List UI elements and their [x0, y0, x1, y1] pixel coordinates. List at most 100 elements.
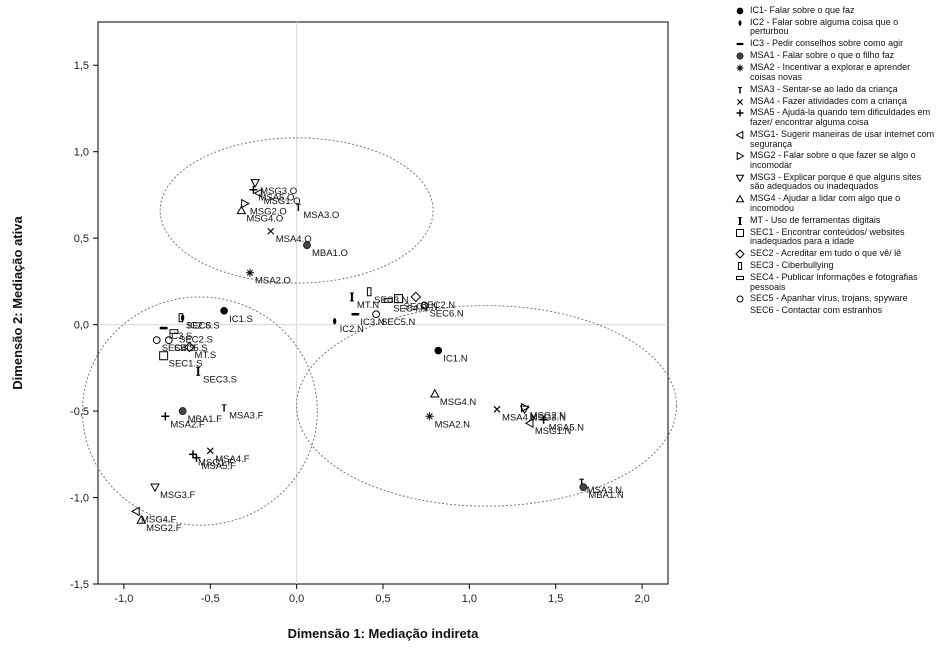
- x-tick-label: -0,5: [201, 593, 220, 605]
- legend-item: MSG3 - Explicar porque é que alguns site…: [735, 172, 935, 192]
- legend-item-label: MSA2 - Incentivar a explorar e aprender …: [750, 62, 911, 82]
- cluster-ellipse-3: [296, 305, 678, 507]
- point-label: MBA1.F: [188, 414, 223, 425]
- data-point: IC2.N: [332, 317, 364, 335]
- data-point: IC1.N: [434, 346, 468, 365]
- point-label: MT.N: [357, 300, 379, 311]
- reference-lines: [98, 22, 668, 584]
- data-point: MBA1.N: [579, 483, 624, 501]
- y-tick-label: -1,5: [70, 579, 89, 591]
- point-label: MSA2.F: [170, 419, 205, 430]
- data-point: MT.N: [349, 292, 379, 311]
- point-label: MSA2.N: [435, 419, 471, 430]
- point-label: MSA4.F: [215, 454, 250, 465]
- data-point: MBA1.F: [178, 407, 223, 425]
- legend-marker-icon: [738, 216, 742, 225]
- data-point: MSA4.O: [267, 227, 312, 245]
- data-point: SEC4.S: [152, 336, 196, 354]
- legend-item: MT - Uso de ferramentas digitais: [735, 214, 935, 226]
- legend-marker-icon: [736, 64, 744, 72]
- legend-marker-icon: [736, 43, 744, 46]
- x-axis-ticks: -1,0 -0,5 0,0 0,5 1,0 1,5 2,0: [114, 584, 650, 605]
- data-point: MSG1.N: [524, 418, 572, 437]
- point-label: MSG4.F: [141, 514, 177, 525]
- legend-marker-icon: [736, 152, 745, 161]
- point-label: MSA5.F: [201, 461, 236, 472]
- legend-item: IC3 - Pedir conselhos sobre como agir: [735, 39, 935, 49]
- data-point: MSG1.O: [253, 188, 301, 207]
- cluster-ellipses: [81, 137, 678, 526]
- data-point: SEC2.S: [169, 329, 213, 346]
- legend-item: IC2 - Falar sobre alguma coisa que o per…: [735, 16, 935, 37]
- legend-item: SEC4 - Publicar informações e fotografia…: [735, 272, 935, 292]
- data-point: IC3.N: [351, 312, 385, 328]
- legend-item: SEC2 - Acreditar em tudo o que vê/ lê: [735, 248, 935, 259]
- data-point: MSG4.F: [130, 506, 177, 525]
- legend-item: IC1- Falar sobre o que faz: [735, 5, 935, 16]
- legend-item-label: SEC2 - Acreditar em tudo o que vê/ lê: [750, 248, 902, 259]
- legend-item: MSA2 - Incentivar a explorar e aprender …: [735, 62, 935, 82]
- legend-item-label: IC2 - Falar sobre alguma coisa que o per…: [750, 16, 899, 37]
- point-label: SEC3.S: [203, 374, 237, 385]
- legend-marker-icon: [735, 194, 745, 203]
- legend-marker-icon: [737, 262, 743, 271]
- point-label: IC1.S: [229, 314, 253, 325]
- legend-item-label: MSG4 - Ajudar a lidar com algo que o inc…: [750, 193, 901, 213]
- legend-marker-icon: [736, 7, 744, 15]
- x-tick-label: 2,0: [634, 593, 649, 605]
- y-tick-label: 1,5: [74, 60, 89, 72]
- data-point: MT.S: [184, 341, 216, 361]
- point-label: MSA5.O: [258, 193, 294, 204]
- point-label: MSA4.O: [276, 234, 312, 245]
- y-tick-label: -0,5: [70, 406, 89, 418]
- data-point: SEC1.N: [394, 294, 438, 313]
- data-point: SEC6.N: [420, 301, 464, 320]
- legend-item: MSA3 - Sentar-se ao lado da criança: [735, 84, 935, 95]
- point-label: MSA5.N: [549, 423, 585, 434]
- legend-item-label: IC1- Falar sobre o que faz: [750, 5, 855, 15]
- point-label: SEC1.N: [404, 302, 438, 313]
- point-label: MSG3.F: [160, 490, 196, 501]
- point-label: SEC3.N: [374, 295, 408, 306]
- point-label: MBA1.N: [588, 490, 624, 501]
- point-label: IC3.S: [169, 331, 193, 342]
- legend-marker-icon: [735, 249, 745, 259]
- point-label: SEC6.S: [186, 321, 220, 332]
- data-point: SEC5.S: [164, 336, 208, 354]
- point-label: MSG1.O: [264, 196, 301, 207]
- legend-item-label: MT - Uso de ferramentas digitais: [750, 214, 881, 225]
- legend-item: SEC1 - Encontrar conteúdos/ websites ina…: [735, 227, 935, 247]
- legend-item-label: MSG2 - Falar sobre o que fazer se algo o…: [750, 150, 916, 170]
- data-point: IC3.S: [159, 326, 193, 342]
- x-tick-label: -1,0: [114, 593, 133, 605]
- data-point: MSA5.O: [249, 185, 294, 204]
- point-label: IC2.S: [188, 321, 212, 332]
- y-tick-label: 0,0: [74, 320, 89, 332]
- data-point: SEC3.S: [196, 366, 237, 385]
- legend-marker-icon: [735, 174, 745, 183]
- data-point: MSA5.F: [192, 453, 236, 472]
- point-label: SEC2.N: [421, 300, 455, 311]
- data-point: MSA5.N: [539, 415, 585, 434]
- data-point: SEC1.S: [159, 351, 202, 370]
- legend-item-label: MSA4 - Fazer atividades com a criança: [750, 95, 908, 106]
- legend-item: MSG2 - Falar sobre o que fazer se algo o…: [735, 151, 935, 170]
- point-label: MSG1.F: [198, 457, 234, 468]
- data-point: MSA2.O: [246, 268, 291, 287]
- point-label: SEC4.N: [393, 303, 427, 314]
- legend-marker-icon: [737, 86, 743, 94]
- data-point: MSG3.O: [250, 179, 297, 197]
- data-point: MSG2.O: [241, 198, 287, 218]
- legend-item-label: SEC3 - Ciberbullying: [750, 260, 834, 271]
- legend-marker-icon: [736, 228, 744, 237]
- legend-marker-icon: [735, 130, 744, 140]
- point-label: MSG2.N: [530, 411, 567, 422]
- point-label: MSG1.N: [535, 426, 572, 437]
- data-point: IC1.S: [220, 306, 253, 325]
- y-tick-label: 1,0: [74, 147, 89, 159]
- point-label: MSG3.N: [530, 412, 567, 423]
- x-tick-label: 0,0: [289, 593, 304, 605]
- data-point: MSG2.F: [136, 514, 182, 534]
- data-point: MSA3.O: [295, 203, 339, 221]
- data-point: SEC2.N: [410, 291, 455, 311]
